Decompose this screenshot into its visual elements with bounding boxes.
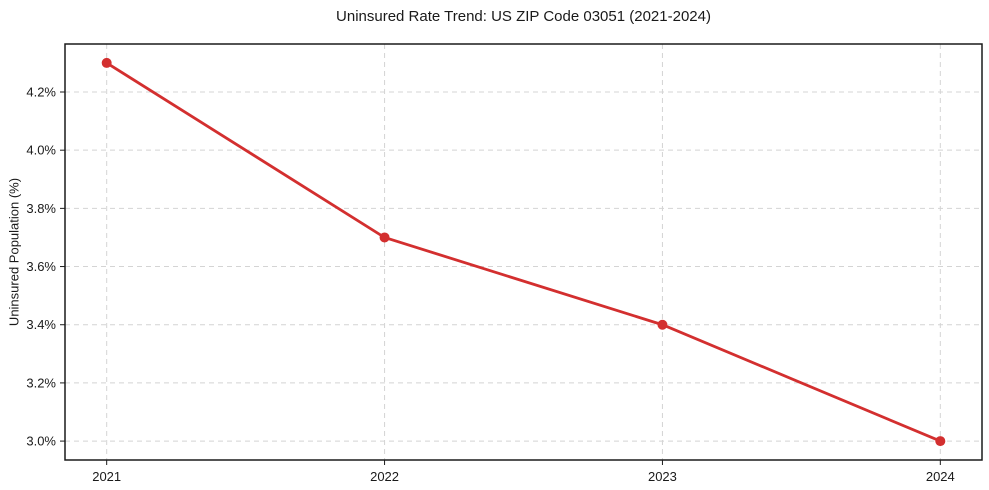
x-tick-label: 2024 — [926, 469, 955, 484]
x-tick-label: 2022 — [370, 469, 399, 484]
y-tick-label: 3.6% — [26, 259, 56, 274]
x-tick-label: 2021 — [92, 469, 121, 484]
y-tick-label: 4.2% — [26, 85, 56, 100]
y-tick-label: 3.4% — [26, 317, 56, 332]
data-point — [101, 57, 112, 68]
y-tick-label: 4.0% — [26, 143, 56, 158]
data-point — [935, 436, 946, 447]
data-point — [657, 319, 668, 330]
chart-title: Uninsured Rate Trend: US ZIP Code 03051 … — [336, 8, 711, 25]
y-tick-label: 3.0% — [26, 434, 56, 449]
y-tick-label: 3.2% — [26, 375, 56, 390]
plot-border — [64, 43, 983, 461]
data-point — [379, 232, 390, 243]
y-tick-label: 3.8% — [26, 201, 56, 216]
x-tick-label: 2023 — [648, 469, 677, 484]
series-line — [105, 61, 942, 443]
